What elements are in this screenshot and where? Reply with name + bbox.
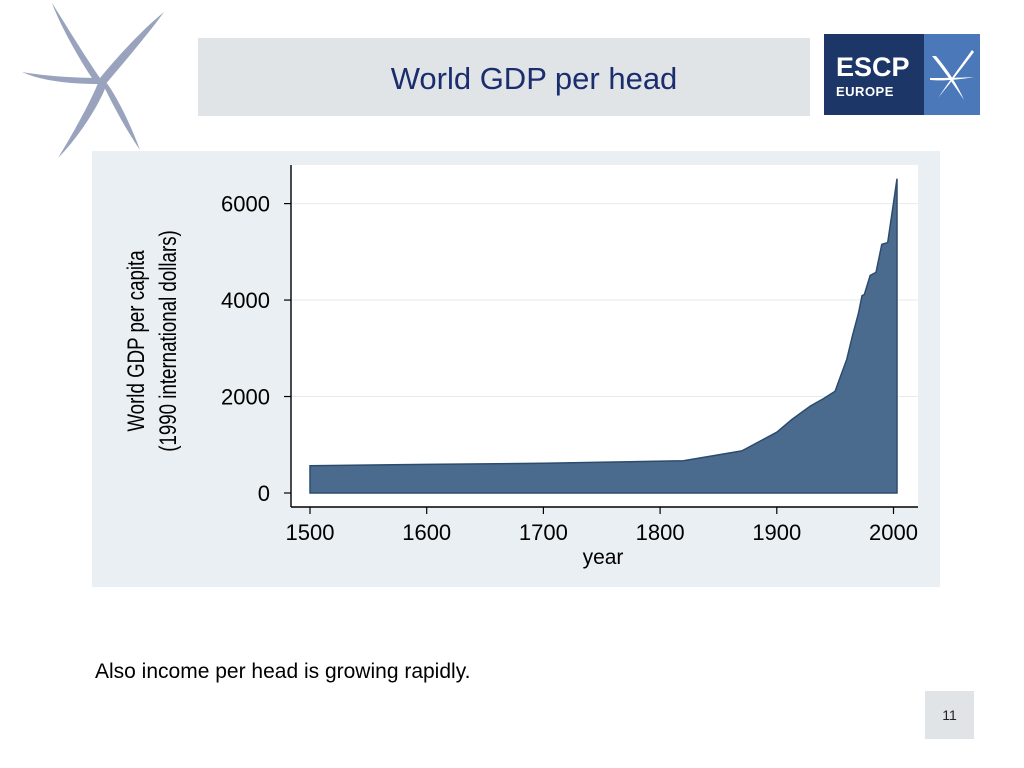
page-number: 11 xyxy=(925,691,974,739)
y-tick-labels: 0 2000 4000 6000 xyxy=(221,192,270,506)
axes xyxy=(284,165,918,514)
logo-line2: EUROPE xyxy=(836,84,894,99)
title-bar: World GDP per head xyxy=(198,38,810,116)
y-axis-label-line1: World GDP per capita xyxy=(123,250,150,431)
gdp-area xyxy=(309,178,898,494)
x-tick-label: 1600 xyxy=(402,520,451,545)
logo-line1: ESCP xyxy=(836,52,910,82)
x-star-icon xyxy=(930,50,974,100)
x-axis-label: year xyxy=(583,546,624,569)
star-propeller-icon xyxy=(22,3,164,158)
slide-caption: Also income per head is growing rapidly. xyxy=(95,660,471,683)
slide-title: World GDP per head xyxy=(390,61,678,96)
y-tick-label: 6000 xyxy=(221,192,270,217)
x-tick-label: 1500 xyxy=(286,520,335,545)
x-tick-labels: 1500 1600 1700 1800 1900 2000 xyxy=(286,520,918,545)
y-tick-label: 2000 xyxy=(221,385,270,410)
x-tick-label: 1800 xyxy=(636,520,685,545)
escp-europe-logo: ESCP EUROPE xyxy=(824,34,980,115)
y-axis-label-line2: (1990 international dollars) xyxy=(155,230,182,452)
y-tick-label: 4000 xyxy=(221,288,270,313)
x-tick-label: 1900 xyxy=(752,520,801,545)
y-tick-label: 0 xyxy=(258,481,270,506)
x-tick-label: 1700 xyxy=(519,520,568,545)
gdp-area-chart: 0 2000 4000 6000 1500 1600 1700 1800 1900 2000 y… xyxy=(123,165,918,569)
x-tick-label: 2000 xyxy=(869,520,918,545)
grid xyxy=(291,203,918,398)
chart-panel: 0 2000 4000 6000 1500 1600 1700 1800 1900 2000 y… xyxy=(92,151,940,587)
